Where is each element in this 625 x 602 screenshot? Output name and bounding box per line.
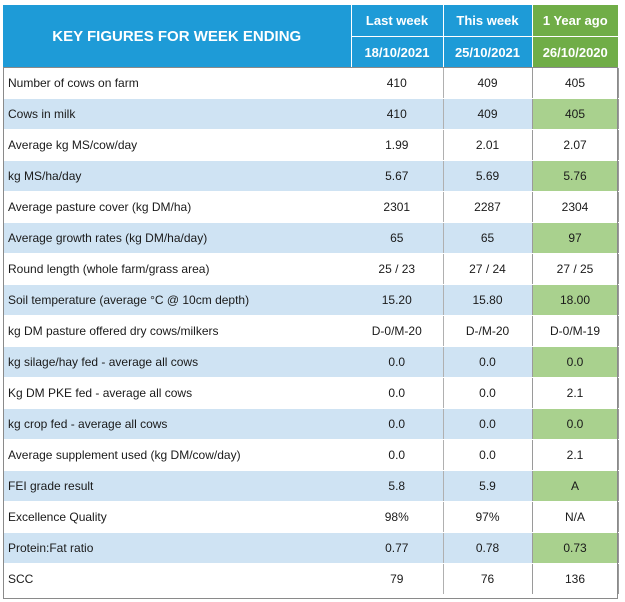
column-date-last-week: 18/10/2021 (351, 36, 444, 68)
table-row: Excellence Quality 98% 97% N/A (3, 501, 619, 533)
table-row: kg MS/ha/day 5.67 5.69 5.76 (3, 160, 619, 192)
year-ago-value: D-0/M-19 (531, 315, 619, 347)
table-row: Average growth rates (kg DM/ha/day) 65 6… (3, 222, 619, 254)
table-row: Number of cows on farm 410 409 405 (3, 67, 619, 99)
year-ago-value: 2304 (531, 191, 619, 223)
row-label: Average supplement used (kg DM/cow/day) (3, 439, 351, 471)
row-label: SCC (3, 563, 351, 595)
table-row: kg silage/hay fed - average all cows 0.0… (3, 346, 619, 378)
table-row: Cows in milk 410 409 405 (3, 98, 619, 130)
year-ago-value: 5.76 (531, 160, 619, 192)
table-row: Kg DM PKE fed - average all cows 0.0 0.0… (3, 377, 619, 409)
table-title: KEY FIGURES FOR WEEK ENDING (3, 5, 352, 68)
last-week-value: 0.77 (351, 532, 443, 564)
row-label: Soil temperature (average °C @ 10cm dept… (3, 284, 351, 316)
this-week-value: 5.69 (442, 160, 532, 192)
year-ago-value: 27 / 25 (531, 253, 619, 285)
this-week-value: 409 (442, 67, 532, 99)
table-row: kg DM pasture offered dry cows/milkers D… (3, 315, 619, 347)
row-label: kg MS/ha/day (3, 160, 351, 192)
year-ago-value: 136 (531, 563, 619, 595)
column-date-year-ago: 26/10/2020 (532, 36, 618, 68)
this-week-value: D-/M-20 (442, 315, 532, 347)
row-label: Protein:Fat ratio (3, 532, 351, 564)
column-header-last-week: Last week (351, 5, 444, 37)
this-week-value: 2.01 (442, 129, 532, 161)
row-label: Cows in milk (3, 98, 351, 130)
year-ago-value: 2.1 (531, 439, 619, 471)
last-week-value: D-0/M-20 (351, 315, 443, 347)
last-week-value: 25 / 23 (351, 253, 443, 285)
last-week-value: 0.0 (351, 408, 443, 440)
row-label: Average kg MS/cow/day (3, 129, 351, 161)
row-label: Kg DM PKE fed - average all cows (3, 377, 351, 409)
last-week-value: 410 (351, 67, 443, 99)
this-week-value: 0.0 (442, 377, 532, 409)
this-week-value: 5.9 (442, 470, 532, 502)
year-ago-value: 405 (531, 67, 619, 99)
last-week-value: 98% (351, 501, 443, 533)
row-label: FEI grade result (3, 470, 351, 502)
this-week-value: 76 (442, 563, 532, 595)
last-week-value: 1.99 (351, 129, 443, 161)
row-label: Round length (whole farm/grass area) (3, 253, 351, 285)
year-ago-value: 0.0 (531, 346, 619, 378)
year-ago-value: 405 (531, 98, 619, 130)
this-week-value: 27 / 24 (442, 253, 532, 285)
row-label: kg silage/hay fed - average all cows (3, 346, 351, 378)
last-week-value: 0.0 (351, 377, 443, 409)
last-week-value: 2301 (351, 191, 443, 223)
table-row: Protein:Fat ratio 0.77 0.78 0.73 (3, 532, 619, 564)
last-week-value: 65 (351, 222, 443, 254)
row-label: Excellence Quality (3, 501, 351, 533)
this-week-value: 0.0 (442, 439, 532, 471)
table-row: FEI grade result 5.8 5.9 A (3, 470, 619, 502)
this-week-value: 0.0 (442, 408, 532, 440)
column-header-this-week: This week (443, 5, 533, 37)
last-week-value: 0.0 (351, 346, 443, 378)
row-label: Number of cows on farm (3, 67, 351, 99)
column-header-year-ago: 1 Year ago (532, 5, 618, 37)
table-row: Average kg MS/cow/day 1.99 2.01 2.07 (3, 129, 619, 161)
year-ago-value: 97 (531, 222, 619, 254)
year-ago-value: A (531, 470, 619, 502)
column-date-this-week: 25/10/2021 (443, 36, 533, 68)
row-label: Average pasture cover (kg DM/ha) (3, 191, 351, 223)
this-week-value: 0.0 (442, 346, 532, 378)
last-week-value: 5.67 (351, 160, 443, 192)
row-label: kg DM pasture offered dry cows/milkers (3, 315, 351, 347)
last-week-value: 410 (351, 98, 443, 130)
table-row: Average supplement used (kg DM/cow/day) … (3, 439, 619, 471)
this-week-value: 15.80 (442, 284, 532, 316)
this-week-value: 97% (442, 501, 532, 533)
table-row: Soil temperature (average °C @ 10cm dept… (3, 284, 619, 316)
row-label: Average growth rates (kg DM/ha/day) (3, 222, 351, 254)
year-ago-value: 18.00 (531, 284, 619, 316)
table-row: SCC 79 76 136 (3, 563, 619, 595)
year-ago-value: 2.1 (531, 377, 619, 409)
table-row: kg crop fed - average all cows 0.0 0.0 0… (3, 408, 619, 440)
header-row-dates: 18/10/2021 25/10/2021 26/10/2020 (3, 36, 618, 68)
year-ago-value: 2.07 (531, 129, 619, 161)
this-week-value: 0.78 (442, 532, 532, 564)
year-ago-value: 0.73 (531, 532, 619, 564)
key-figures-table: KEY FIGURES FOR WEEK ENDING Last week Th… (3, 5, 619, 595)
table-row: Average pasture cover (kg DM/ha) 2301 22… (3, 191, 619, 223)
last-week-value: 5.8 (351, 470, 443, 502)
last-week-value: 0.0 (351, 439, 443, 471)
key-figures-table-container: KEY FIGURES FOR WEEK ENDING Last week Th… (3, 5, 619, 599)
this-week-value: 2287 (442, 191, 532, 223)
this-week-value: 409 (442, 98, 532, 130)
table-row: Round length (whole farm/grass area) 25 … (3, 253, 619, 285)
header-row-labels: KEY FIGURES FOR WEEK ENDING Last week Th… (3, 5, 618, 68)
last-week-value: 15.20 (351, 284, 443, 316)
year-ago-value: N/A (531, 501, 619, 533)
last-week-value: 79 (351, 563, 443, 595)
row-label: kg crop fed - average all cows (3, 408, 351, 440)
year-ago-value: 0.0 (531, 408, 619, 440)
this-week-value: 65 (442, 222, 532, 254)
